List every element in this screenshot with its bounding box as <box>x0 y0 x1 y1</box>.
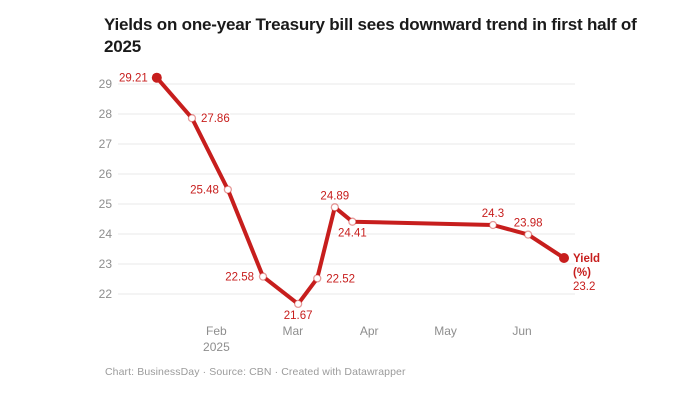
data-point-label: 23.98 <box>514 218 543 230</box>
data-point-ring <box>223 185 233 194</box>
chart-title: Yields on one-year Treasury bill sees do… <box>104 15 637 57</box>
data-point-label: 29.21 <box>119 73 148 85</box>
y-axis-tick-label: 24 <box>99 227 113 241</box>
data-point-ring <box>293 299 303 309</box>
data-point-ring <box>488 220 498 230</box>
x-axis-tick-label: Mar <box>282 324 303 338</box>
data-point-ring <box>313 274 322 283</box>
x-axis-year-label: 2025 <box>203 340 230 354</box>
data-point-label: 21.67 <box>284 310 313 322</box>
data-point-label: 24.89 <box>320 190 349 202</box>
x-axis-tick-label: Feb <box>206 324 227 338</box>
chart-footer-attribution: Chart: BusinessDay · Source: CBN · Creat… <box>105 366 406 378</box>
data-point-dot <box>559 253 570 263</box>
y-axis-tick-label: 25 <box>99 197 113 211</box>
data-point-ring <box>523 230 533 239</box>
data-point-ring <box>330 203 339 212</box>
data-point-label: 22.58 <box>225 272 254 284</box>
y-axis-tick-label: 22 <box>99 287 113 301</box>
x-axis-tick-label: Apr <box>360 324 379 338</box>
data-point-label: 27.86 <box>201 113 230 125</box>
series-legend-final-value: 23.2 <box>573 281 595 293</box>
x-axis-tick-label: May <box>434 324 457 338</box>
data-point-ring <box>348 217 357 226</box>
data-point-label: 24.41 <box>338 228 367 240</box>
series-legend-unit: (%) <box>573 267 591 279</box>
x-axis-tick-label: Jun <box>512 324 531 338</box>
data-point-label: 25.48 <box>190 185 219 197</box>
data-point-label: 22.52 <box>326 273 355 285</box>
data-point-ring <box>187 114 197 123</box>
y-axis-tick-label: 28 <box>99 107 113 121</box>
y-axis-tick-label: 27 <box>99 137 113 151</box>
series-legend-name: Yield <box>573 253 600 265</box>
y-axis-tick-label: 26 <box>99 167 113 181</box>
data-point-dot <box>151 72 162 83</box>
y-axis-tick-label: 23 <box>99 257 113 271</box>
data-point-label: 24.3 <box>482 208 504 220</box>
y-axis-tick-label: 29 <box>99 77 113 91</box>
data-point-ring <box>258 272 268 281</box>
